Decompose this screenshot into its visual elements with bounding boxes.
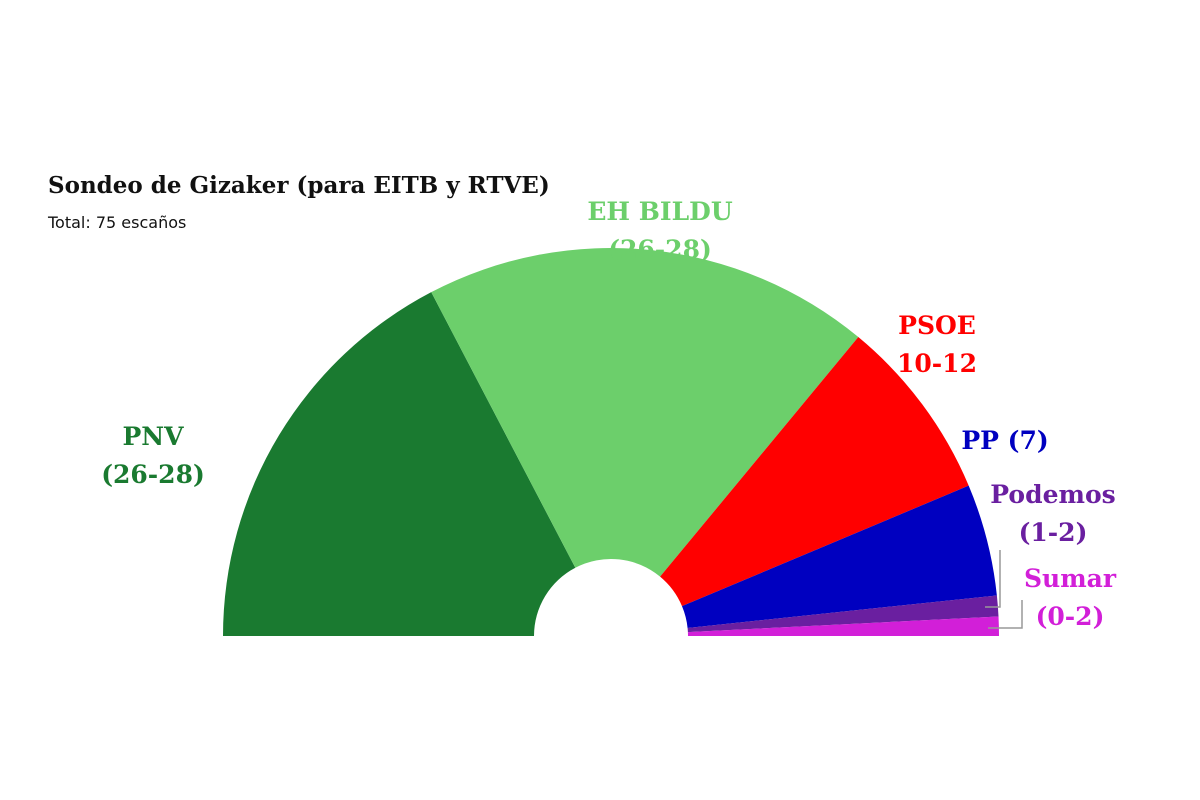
slice-label: (26-28) xyxy=(101,460,205,489)
slice-label: (26-28) xyxy=(608,235,712,264)
slice-label: 10-12 xyxy=(897,349,977,378)
slice-label: (1-2) xyxy=(1019,518,1088,547)
chart-subtitle: Total: 75 escaños xyxy=(47,213,186,232)
slice-label: PP (7) xyxy=(961,426,1048,455)
leader-line xyxy=(985,550,1001,608)
chart-title: Sondeo de Gizaker (para EITB y RTVE) xyxy=(48,172,550,199)
slice xyxy=(687,616,999,636)
leader-line xyxy=(988,600,1023,629)
slice xyxy=(681,485,997,628)
slice xyxy=(223,292,576,636)
slice xyxy=(431,248,859,577)
slice-label: Podemos xyxy=(990,480,1115,509)
slice-label: Sumar xyxy=(1024,564,1117,593)
slice xyxy=(687,595,999,633)
slice-label: PSOE xyxy=(898,311,976,340)
slice xyxy=(660,337,969,607)
slice-label: EH BILDU xyxy=(587,197,732,226)
slice-label: PNV xyxy=(122,422,184,451)
slice-label: (0-2) xyxy=(1036,602,1105,631)
